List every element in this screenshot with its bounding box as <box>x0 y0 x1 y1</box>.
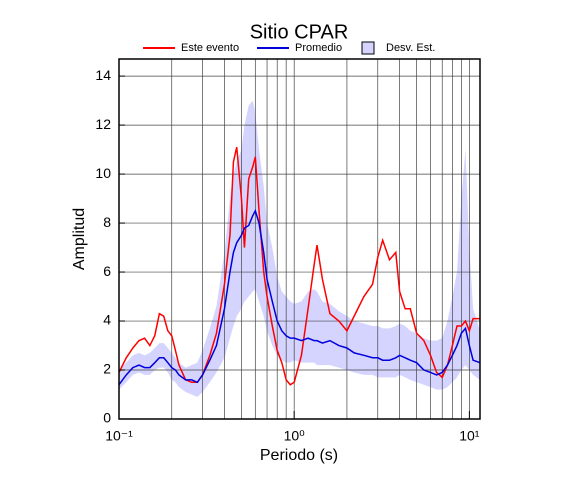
y-tick-label: 6 <box>103 263 111 279</box>
series-line <box>118 146 480 386</box>
y-tick-label: 8 <box>103 214 111 230</box>
legend-label: Desv. Est. <box>386 42 435 54</box>
legend-swatch <box>361 41 375 55</box>
y-axis-label: Amplitud <box>71 208 88 270</box>
x-tick-label: 10⁻¹ <box>105 428 133 444</box>
y-tick-label: 2 <box>103 361 111 377</box>
plot-frame <box>118 58 481 420</box>
x-axis-label: Periodo (s) <box>260 447 338 464</box>
y-tick-label: 14 <box>95 67 111 83</box>
series-line <box>118 208 481 386</box>
y-tick-label: 0 <box>103 410 111 426</box>
legend-label: Promedio <box>295 42 342 54</box>
y-tick-label: 12 <box>95 116 111 132</box>
chart-title: Sitio CPAR <box>250 21 349 43</box>
std-band <box>119 100 480 397</box>
x-tick-label: 10¹ <box>459 428 480 444</box>
y-tick-label: 4 <box>103 312 111 328</box>
y-tick-label: 10 <box>95 165 111 181</box>
legend-label: Este evento <box>181 42 239 54</box>
x-tick-label: 10⁰ <box>284 428 306 444</box>
